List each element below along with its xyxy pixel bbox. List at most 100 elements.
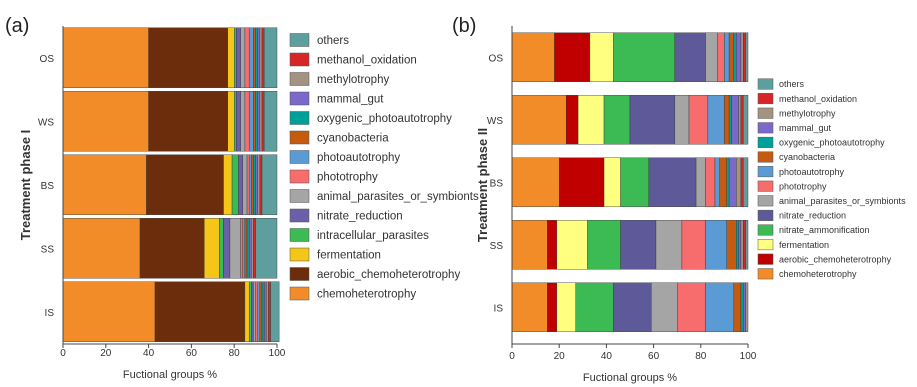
panel-a: (a) OS WS BS SS IS 0 20 40 60 80 100 Fuctional group… [5,15,479,381]
y-axis-title: Treatment phase I [18,130,33,241]
bar-segment-bs-methanol-oxidation [259,154,263,215]
x-tick-label: 0 [60,348,66,359]
bar-segment-ws-cyanobacteria [253,91,256,152]
bar-segment-ss-phototrophy [240,218,243,279]
bar-segment-ws-animal-parasites-or-symbionts [240,91,246,152]
bar-segment-ss-nitrate-reduction [223,218,231,279]
x-tick-label: 100 [740,351,757,362]
bar-segment-os-cyanobacteria [253,27,256,88]
bar-segment-os-chemoheterotrophy [511,32,555,82]
bar-segment-os-methylotrophy [259,27,263,88]
legend-swatch [289,228,310,242]
bar-segment-ss-phototrophy [681,220,706,270]
bar-segment-bs-phototrophy [246,154,250,215]
bar-segment-bs-chemoheterotrophy [511,157,560,207]
bar-segment-bs-others [743,157,749,207]
bar-segment-is-fermentation [244,281,250,342]
legend-label: cyanobacteria [317,133,389,145]
category-label: BS [41,181,55,192]
legend-swatch [757,93,774,105]
bar-segment-os-mammal-gut [257,27,261,88]
bar-segment-ss-methylotrophy [740,220,744,270]
legend-label: aerobic_chemoheterotrophy [317,269,460,281]
bar-segment-ws-nitrate-reduction [629,95,676,145]
bar-segment-bs-methylotrophy [257,154,261,215]
bar-segment-bs-mammal-gut [255,154,258,215]
legend-label: methanol_oxidation [779,94,857,104]
bar-segment-bs-nitrate-reduction [648,157,697,207]
x-tick-label: 80 [229,348,241,359]
bar-segment-is-animal-parasites-or-symbionts [651,282,678,332]
bar-segment-is-methylotrophy [745,282,749,332]
legend-swatch [289,267,310,281]
legend-swatch [757,253,774,265]
category-label: SS [490,241,504,252]
legend-label: methylotrophy [317,74,389,86]
bar-segment-bs-methylotrophy [736,157,742,207]
bar-segment-ws-photoautotrophy [248,91,254,152]
legend-label: fermentation [317,250,381,262]
bar-segment-os-fermentation [227,27,235,88]
bar-segment-ws-methanol-oxidation [740,95,744,145]
bar-segment-os-mammal-gut [736,32,742,82]
category-label: OS [489,53,504,64]
x-axis-title: Fuctional groups % [123,369,217,381]
x-tick-label: 100 [269,348,286,359]
legend-swatch [757,268,774,280]
bar-segment-is-nitrate-ammonification [575,282,614,332]
category-label: IS [494,303,504,314]
bar-segment-ss-aerobic-chemoheterotrophy [547,220,558,270]
legend-label: oxygenic_photoautotrophy [779,138,885,148]
bar-segment-bs-others [261,154,278,215]
bar-segment-os-oxygenic-photoautotrophy [255,27,258,88]
legend-swatch [757,122,774,134]
legend-swatch [757,78,774,90]
bar-segment-bs-animal-parasites-or-symbionts [242,154,248,215]
bar-segment-bs-intracellular-parasites [231,154,239,215]
legend-label: nitrate_reduction [317,211,403,223]
legend-swatch [757,224,774,236]
bar-segment-is-nitrate-reduction [251,281,254,342]
bar-segment-is-chemoheterotrophy [62,281,156,342]
bar-segment-os-photoautotrophy [248,27,254,88]
bar-segment-is-animal-parasites-or-symbionts [253,281,256,342]
legend-label: phototrophy [317,172,378,184]
legend-swatch [289,150,310,164]
legend-label: photoautotrophy [317,152,400,164]
legend-swatch [757,136,774,148]
x-tick-label: 60 [186,348,198,359]
bar-segment-ws-chemoheterotrophy [62,91,149,152]
bar-segment-ws-others [743,95,749,145]
bar-segment-ws-nitrate-reduction [236,91,241,152]
bar-segment-os-aerobic-chemoheterotrophy [148,27,228,88]
bar-segment-is-photoautotrophy [257,281,261,342]
legend-label: animal_parasites_or_symbionts [779,196,906,206]
bar-segment-ws-mammal-gut [731,95,739,145]
bar-segment-os-oxygenic-photoautotrophy [733,32,737,82]
bar-segment-is-cyanobacteria [259,281,263,342]
panel-label: (a) [5,15,29,37]
bar-segment-bs-aerobic-chemoheterotrophy [559,157,605,207]
bar-segment-ws-fermentation [227,91,235,152]
bar-segment-os-phototrophy [244,27,250,88]
category-label: BS [490,178,504,189]
bar-segment-os-animal-parasites-or-symbionts [705,32,718,82]
legend-label: oxygenic_photoautotrophy [317,113,452,125]
legend-label: phototrophy [779,181,827,191]
bar-segment-os-photoautotrophy [724,32,730,82]
panel-b: (b) OS WS BS SS IS 0 20 40 60 80 100 Fuctional group… [452,15,906,384]
legend-swatch [757,180,774,192]
category-label: WS [487,116,503,127]
bar-segment-bs-fermentation [603,157,621,207]
bar-segment-ss-fermentation [556,220,588,270]
bar-segment-ws-photoautotrophy [707,95,725,145]
bar-segment-is-aerobic-chemoheterotrophy [154,281,246,342]
legend-label: methanol_oxidation [317,55,417,67]
bar-segment-ss-others [255,218,278,279]
bar-segment-ss-methylotrophy [251,218,254,279]
legend-swatch [757,107,774,119]
bar-segment-ss-methanol-oxidation [253,218,256,279]
bar-segment-os-methanol-oxidation [261,27,265,88]
bar-segment-os-others [263,27,278,88]
